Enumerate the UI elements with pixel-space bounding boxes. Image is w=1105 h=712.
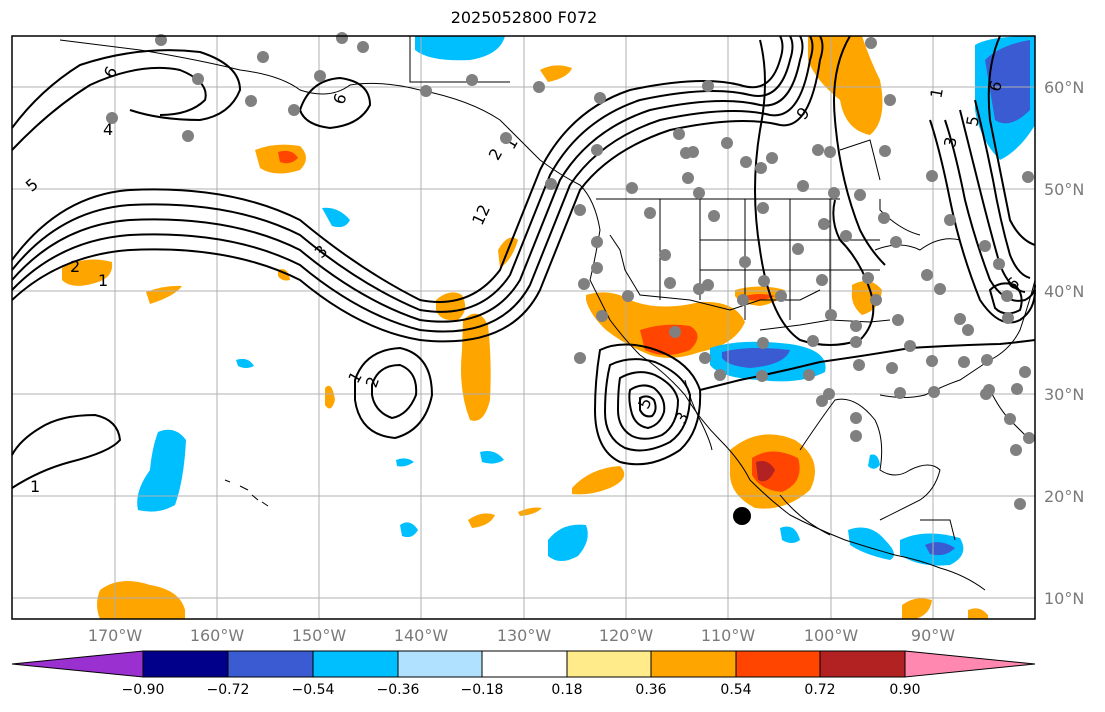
lon-label: 160°W <box>189 626 245 645</box>
colorbar-tick-label: 0.18 <box>551 682 583 698</box>
contour-label: 5 <box>962 114 982 127</box>
lat-label: 20°N <box>1044 487 1085 506</box>
contour-label: 2 <box>70 257 80 276</box>
lat-label: 30°N <box>1044 385 1085 404</box>
station-markers <box>106 32 1035 510</box>
colorbar-tick-label: 0.54 <box>720 682 752 698</box>
colorbar-bin <box>397 650 483 678</box>
contour-label: 3 <box>940 135 960 148</box>
lon-label: 130°W <box>496 626 552 645</box>
lat-label: 40°N <box>1044 282 1085 301</box>
lat-label: 60°N <box>1044 78 1085 97</box>
colorbar-tick-label: −0.72 <box>206 682 250 698</box>
colorbar-bin <box>819 650 906 678</box>
colorbar-bin <box>566 650 652 678</box>
colorbar-bin <box>312 650 399 678</box>
lat-label: 10°N <box>1044 589 1085 608</box>
contour-label: 4 <box>103 120 113 139</box>
colorbar-bin <box>735 650 821 678</box>
colorbar-tick-label: 0.90 <box>889 682 921 698</box>
colorbar-bin <box>142 650 229 678</box>
map-title: 2025052800 F072 <box>450 8 598 27</box>
colorbar-tick-label: 0.36 <box>635 682 667 698</box>
colorbar-over <box>904 650 1036 678</box>
lon-label: 110°W <box>700 626 756 645</box>
lat-label: 50°N <box>1044 180 1085 199</box>
grid-lines <box>12 36 1035 619</box>
lon-label: 150°W <box>291 626 347 645</box>
lon-label: 140°W <box>393 626 449 645</box>
contour-label: 1 <box>926 86 946 99</box>
lon-label: 100°W <box>803 626 859 645</box>
colorbar-bin <box>650 650 737 678</box>
colorbar-tick-label: −0.36 <box>376 682 420 698</box>
storm-center-marker <box>733 507 751 525</box>
contour-label: 1 <box>98 271 108 290</box>
colorbar-tick-label: −0.18 <box>460 682 504 698</box>
contour-label: 1 <box>30 477 40 496</box>
colorbar-tick-label: 0.72 <box>804 682 836 698</box>
lon-label: 90°W <box>910 626 956 645</box>
colorbar <box>11 650 1036 678</box>
colorbar-under <box>11 650 144 678</box>
colorbar-tick-label: −0.54 <box>291 682 335 698</box>
colorbar-tick-label: −0.90 <box>121 682 165 698</box>
colorbar-bin <box>481 650 568 678</box>
lon-label: 120°W <box>598 626 654 645</box>
lon-label: 170°W <box>87 626 143 645</box>
colorbar-bin <box>227 650 314 678</box>
contours <box>11 35 1036 489</box>
